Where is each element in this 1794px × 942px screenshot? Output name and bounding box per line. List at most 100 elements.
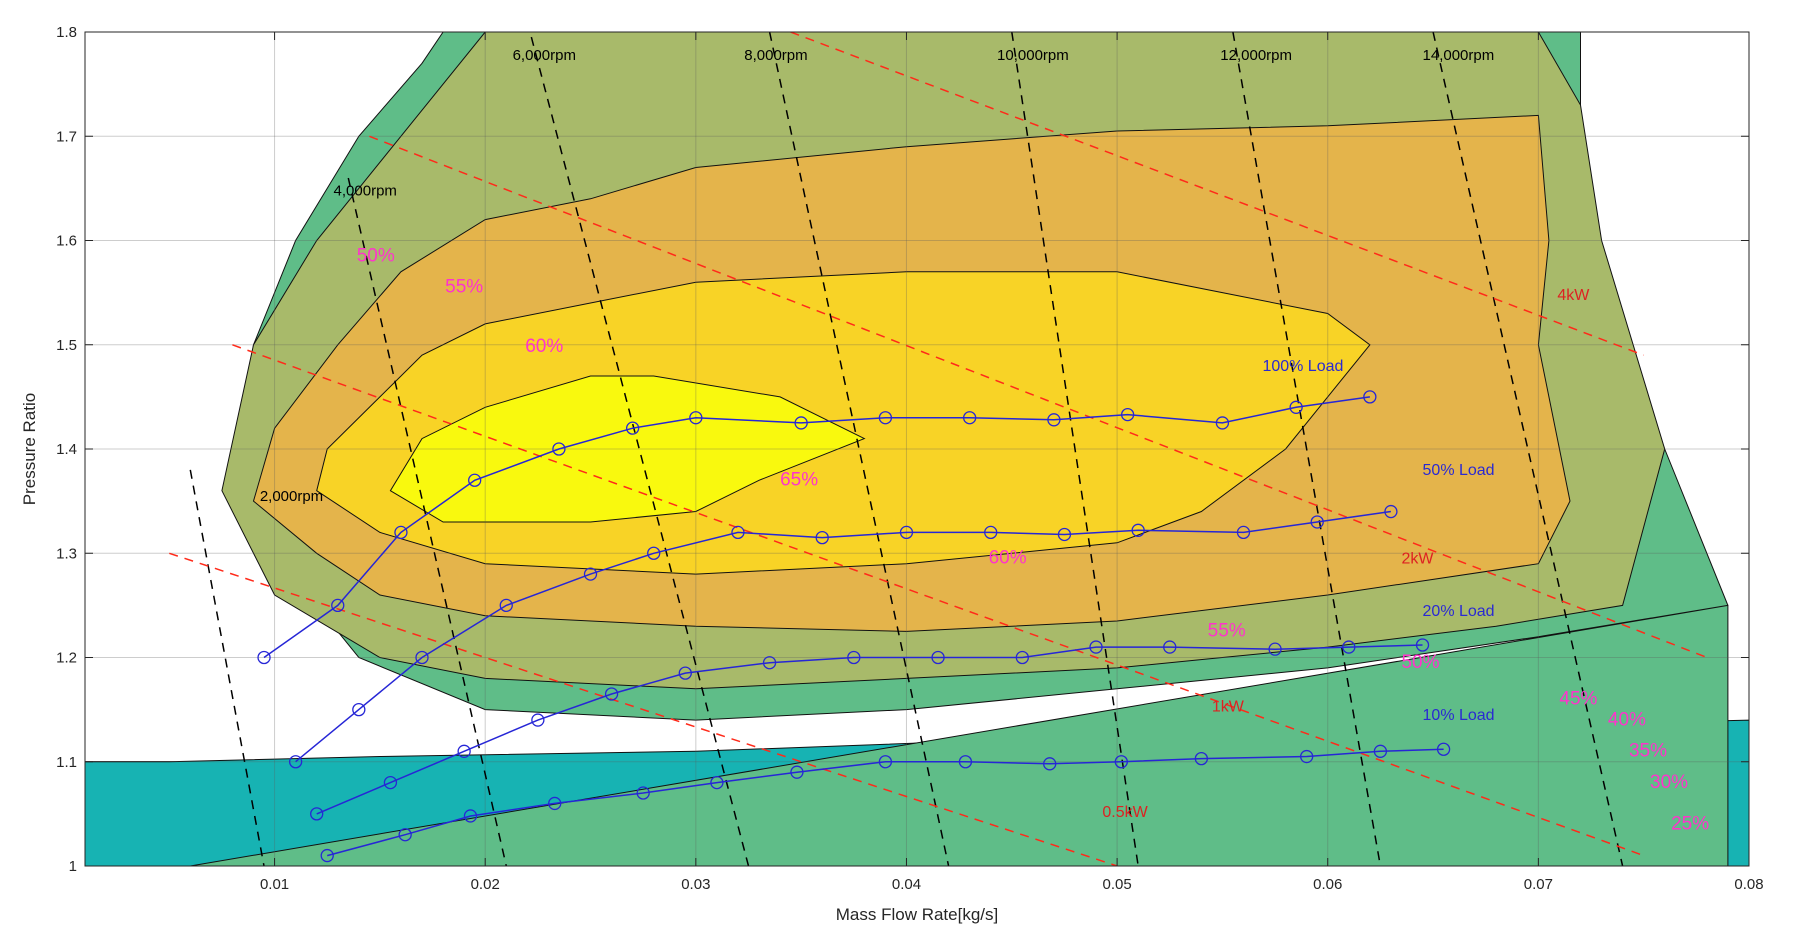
load-series-100-load bbox=[257, 390, 1377, 665]
load-series-10-load bbox=[320, 742, 1451, 863]
efficiency-label-25: 25% bbox=[1671, 814, 1709, 835]
load-point bbox=[320, 848, 334, 863]
speed-lines bbox=[189, 32, 1624, 866]
load-point bbox=[647, 546, 661, 560]
speed-line-14-000rpm bbox=[1432, 32, 1624, 866]
load-point bbox=[548, 796, 562, 811]
efficiency-contour-65 bbox=[389, 375, 866, 523]
speed-line-10-000rpm bbox=[1011, 32, 1139, 866]
load-point bbox=[398, 828, 412, 842]
load-point bbox=[931, 650, 945, 665]
load-point bbox=[257, 650, 271, 665]
speed-line-8-000rpm bbox=[768, 32, 950, 866]
load-point bbox=[1384, 504, 1398, 519]
efficiency-label-55: 55% bbox=[445, 277, 483, 298]
speed-label-6-000rpm: 6,000rpm bbox=[513, 47, 576, 64]
load-series bbox=[257, 390, 1451, 863]
load-label-20-load: 20% Load bbox=[1423, 603, 1495, 620]
load-point bbox=[1047, 413, 1061, 427]
x-tick-label: 0.02 bbox=[471, 876, 500, 893]
load-point bbox=[1089, 640, 1103, 654]
load-point bbox=[1015, 650, 1029, 665]
power-label-2kw: 2kW bbox=[1401, 551, 1434, 568]
y-axis-label: Pressure Ratio bbox=[20, 393, 39, 505]
load-point bbox=[790, 765, 804, 779]
y-tick-label: 1.3 bbox=[56, 545, 77, 562]
load-point bbox=[499, 598, 513, 613]
load-line bbox=[295, 510, 1392, 763]
efficiency-label-35: 35% bbox=[1629, 741, 1667, 762]
load-point bbox=[1194, 751, 1209, 766]
load-line bbox=[316, 644, 1423, 815]
load-point bbox=[963, 411, 977, 425]
power-line-0-5kw bbox=[169, 552, 1118, 866]
load-point bbox=[731, 525, 745, 540]
load-point bbox=[288, 755, 303, 769]
load-point bbox=[878, 755, 893, 769]
speed-label-10-000rpm: 10,000rpm bbox=[997, 47, 1069, 64]
load-point bbox=[710, 775, 724, 790]
speed-line-2-000rpm bbox=[189, 469, 265, 866]
load-point bbox=[762, 656, 777, 670]
power-label-4kw: 4kW bbox=[1557, 287, 1590, 304]
load-point bbox=[1163, 640, 1177, 654]
load-label-100-load: 100% Load bbox=[1262, 358, 1343, 375]
load-point bbox=[1436, 742, 1451, 756]
power-line-4kw bbox=[790, 32, 1644, 356]
load-point bbox=[794, 416, 808, 430]
load-point bbox=[604, 687, 619, 701]
load-point bbox=[1373, 744, 1388, 758]
x-axis-label: Mass Flow Rate[kg/s] bbox=[836, 905, 999, 924]
efficiency-label-65: 65% bbox=[780, 469, 818, 490]
annotations: 2,000rpm 4,000rpm 6,000rpm 8,000rpm 10,000rp… bbox=[260, 47, 1709, 834]
load-point bbox=[1300, 749, 1314, 764]
y-axis: 1 1.1 1.2 1.3 1.4 1.5 1.6 1.7 1.8 bbox=[56, 24, 1749, 875]
load-line bbox=[263, 396, 1371, 659]
load-point bbox=[1131, 523, 1145, 537]
load-label-50-load: 50% Load bbox=[1423, 462, 1495, 479]
load-point bbox=[899, 525, 914, 540]
load-point bbox=[1363, 390, 1377, 404]
x-tick-label: 0.06 bbox=[1313, 876, 1342, 893]
load-point bbox=[583, 567, 598, 581]
power-lines bbox=[169, 32, 1708, 866]
load-point bbox=[984, 525, 998, 540]
load-point bbox=[1342, 640, 1356, 654]
load-point bbox=[457, 744, 471, 758]
load-point bbox=[1215, 416, 1230, 430]
load-point bbox=[958, 755, 973, 769]
x-tick-label: 0.08 bbox=[1734, 876, 1763, 893]
load-point bbox=[552, 442, 566, 456]
load-point bbox=[1236, 525, 1251, 540]
efficiency-label-60: 60% bbox=[989, 548, 1027, 569]
load-point bbox=[847, 650, 861, 665]
load-point bbox=[531, 713, 545, 727]
speed-label-2-000rpm: 2,000rpm bbox=[260, 488, 323, 505]
efficiency-label-50: 50% bbox=[357, 245, 395, 266]
speed-label-4-000rpm: 4,000rpm bbox=[334, 183, 397, 200]
power-label-0-5kw: 0.5kW bbox=[1102, 804, 1148, 821]
load-point bbox=[1114, 755, 1128, 769]
load-point bbox=[468, 473, 482, 487]
load-point bbox=[415, 650, 429, 665]
efficiency-label-40: 40% bbox=[1608, 709, 1646, 730]
load-series-50-load bbox=[288, 504, 1398, 769]
load-point bbox=[310, 807, 324, 821]
load-point bbox=[625, 421, 640, 435]
load-point bbox=[689, 411, 703, 425]
load-point bbox=[331, 598, 345, 613]
speed-line-4-000rpm bbox=[347, 177, 508, 866]
speed-line-6-000rpm bbox=[529, 32, 750, 866]
load-point bbox=[1289, 400, 1303, 414]
speed-line-12-000rpm bbox=[1232, 32, 1382, 866]
y-tick-label: 1.7 bbox=[56, 128, 77, 145]
y-tick-label: 1.2 bbox=[56, 650, 77, 667]
load-point bbox=[1268, 642, 1282, 656]
load-label-10-load: 10% Load bbox=[1423, 707, 1495, 724]
load-point bbox=[815, 530, 829, 545]
efficiency-label-60: 60% bbox=[525, 336, 563, 357]
load-series-20-load bbox=[310, 638, 1430, 821]
load-point bbox=[878, 411, 893, 425]
efficiency-label-30: 30% bbox=[1650, 772, 1688, 793]
x-tick-label: 0.04 bbox=[892, 876, 921, 893]
